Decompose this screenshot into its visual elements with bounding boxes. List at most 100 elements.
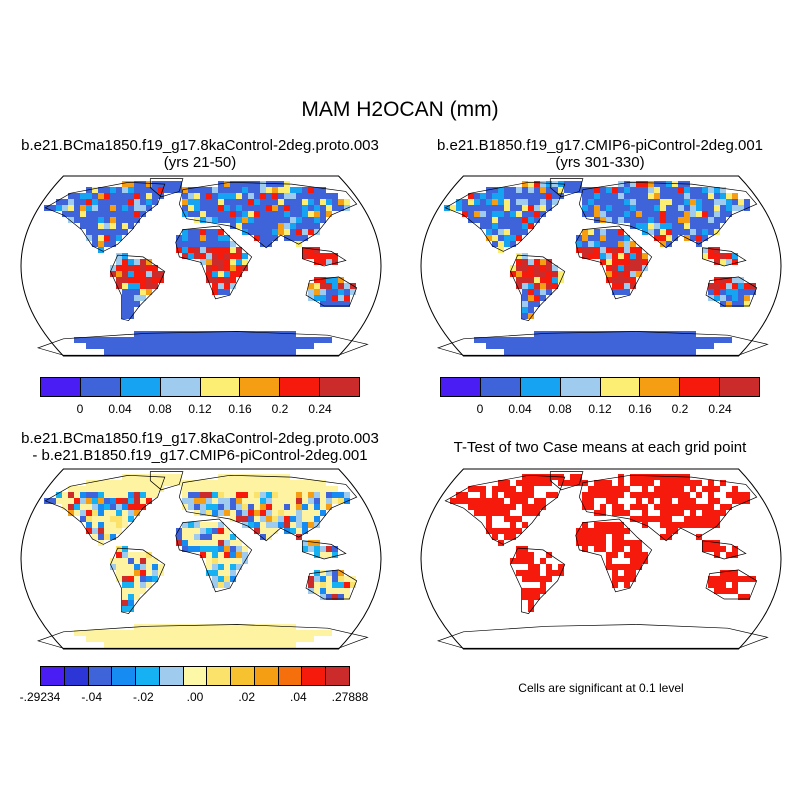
- grid-cell: [672, 337, 678, 343]
- grid-cell: [684, 492, 690, 498]
- grid-cell: [218, 642, 224, 648]
- grid-cell: [594, 528, 600, 534]
- grid-cell: [606, 259, 612, 265]
- grid-cell: [320, 283, 326, 289]
- grid-cell: [146, 283, 152, 289]
- coastline-south-america: [510, 254, 566, 321]
- grid-cell: [242, 492, 248, 498]
- grid-cell: [212, 510, 218, 516]
- grid-cell: [338, 576, 344, 582]
- grid-cell: [528, 606, 534, 612]
- grid-cell: [128, 600, 134, 606]
- grid-cell: [642, 480, 648, 486]
- grid-cell: [74, 630, 80, 636]
- grid-cell: [200, 642, 206, 648]
- grid-cell: [320, 486, 326, 492]
- grid-cell: [200, 492, 206, 498]
- coastline-australia: [305, 569, 358, 600]
- grid-cell: [86, 498, 92, 504]
- grid-cell: [684, 516, 690, 522]
- grid-cell: [140, 211, 146, 217]
- grid-cell: [468, 199, 474, 205]
- grid-cell: [146, 558, 152, 564]
- grid-cell: [230, 283, 236, 289]
- grid-cell: [624, 337, 630, 343]
- grid-cell: [92, 337, 98, 343]
- grid-cell: [618, 283, 624, 289]
- grid-cell: [546, 349, 552, 355]
- grid-cell: [86, 193, 92, 199]
- grid-cell: [600, 504, 606, 510]
- grid-cell: [116, 187, 122, 193]
- grid-cell: [528, 576, 534, 582]
- grid-cell: [254, 193, 260, 199]
- grid-cell: [290, 516, 296, 522]
- grid-cell: [606, 217, 612, 223]
- grid-cell: [504, 211, 510, 217]
- grid-cell: [708, 289, 714, 295]
- grid-cell: [134, 576, 140, 582]
- grid-cell: [254, 199, 260, 205]
- grid-cell: [714, 516, 720, 522]
- grid-cell: [618, 229, 624, 235]
- grid-cell: [528, 223, 534, 229]
- grid-cell: [672, 480, 678, 486]
- grid-cell: [576, 528, 582, 534]
- grid-cell: [224, 289, 230, 295]
- grid-cell: [516, 265, 522, 271]
- grid-cell: [182, 540, 188, 546]
- grid-cell: [714, 576, 720, 582]
- panel-title-line1: b.e21.B1850.f19_g17.CMIP6-piControl-2deg…: [436, 137, 764, 154]
- grid-cell: [242, 498, 248, 504]
- grid-cell: [618, 253, 624, 259]
- grid-cell: [122, 594, 128, 600]
- colorbar-swatch: [680, 378, 721, 396]
- grid-cell: [732, 295, 738, 301]
- grid-cell: [594, 534, 600, 540]
- grid-cell: [176, 247, 182, 253]
- grid-cell: [194, 636, 200, 642]
- grid-cell: [134, 588, 140, 594]
- grid-cell: [534, 259, 540, 265]
- grid-cell: [326, 205, 332, 211]
- grid-cell: [188, 504, 194, 510]
- grid-cell: [230, 241, 236, 247]
- grid-cell: [128, 181, 134, 187]
- grid-cell: [558, 331, 564, 337]
- grid-cell: [672, 331, 678, 337]
- grid-cell: [522, 558, 528, 564]
- grid-cell: [284, 504, 290, 510]
- grid-cell: [188, 199, 194, 205]
- grid-cell: [606, 486, 612, 492]
- grid-cell: [134, 570, 140, 576]
- grid-cell: [158, 343, 164, 349]
- grid-cell: [522, 576, 528, 582]
- grid-cell: [732, 552, 738, 558]
- grid-cell: [618, 331, 624, 337]
- grid-cell: [218, 522, 224, 528]
- grid-cell: [98, 229, 104, 235]
- grid-cell: [606, 205, 612, 211]
- grid-cell: [654, 181, 660, 187]
- grid-cell: [50, 205, 56, 211]
- grid-cell: [314, 289, 320, 295]
- grid-cell: [654, 349, 660, 355]
- grid-cell: [188, 624, 194, 630]
- grid-cell: [290, 337, 296, 343]
- grid-cell: [122, 498, 128, 504]
- grid-cell: [200, 193, 206, 199]
- grid-cell: [194, 205, 200, 211]
- grid-cell: [242, 253, 248, 259]
- grid-cell: [128, 217, 134, 223]
- grid-cell: [660, 217, 666, 223]
- grid-cell: [104, 349, 110, 355]
- grid-cell: [576, 241, 582, 247]
- grid-cell: [218, 253, 224, 259]
- grid-cell: [182, 522, 188, 528]
- grid-cell: [612, 271, 618, 277]
- grid-cell: [218, 349, 224, 355]
- grid-cell: [666, 486, 672, 492]
- grid-cell: [200, 480, 206, 486]
- grid-cell: [522, 337, 528, 343]
- grid-cell: [266, 642, 272, 648]
